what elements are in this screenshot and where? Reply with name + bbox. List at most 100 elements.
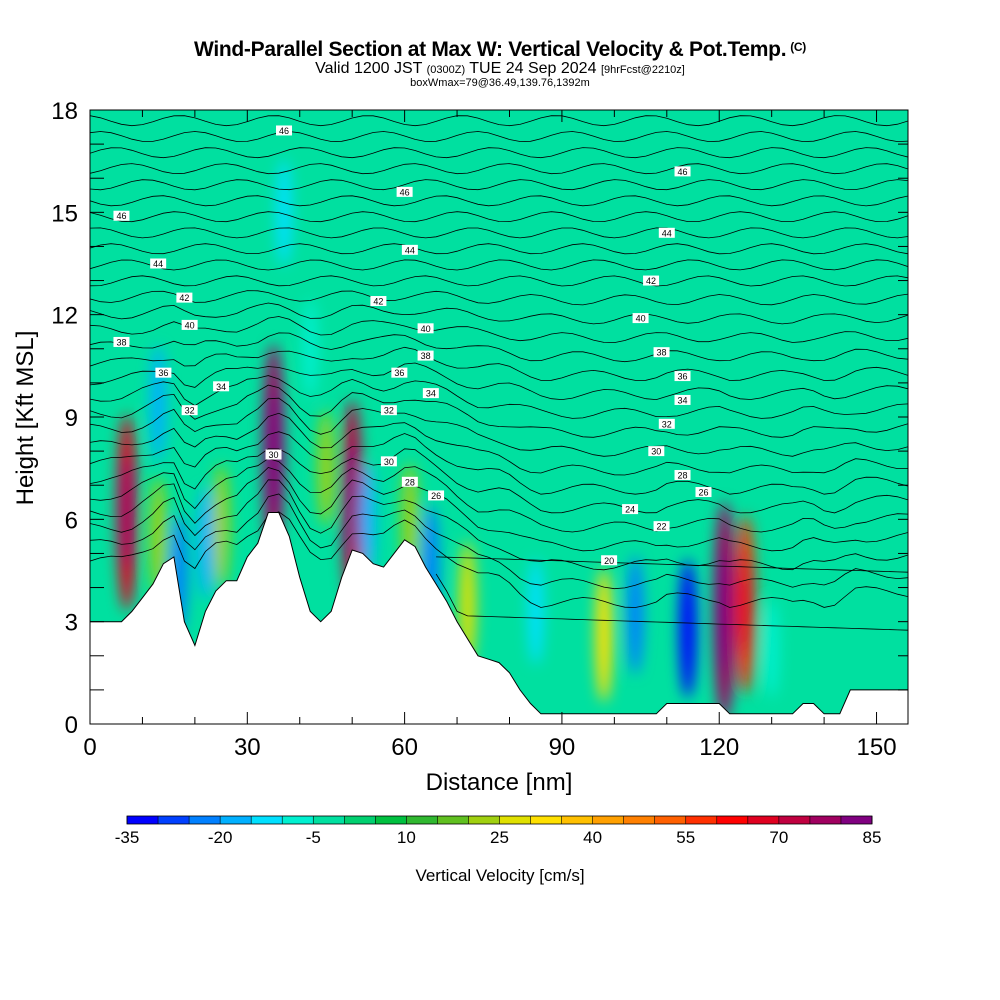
theta-contour: [90, 479, 908, 571]
colorbar-swatch: [437, 816, 469, 824]
contour-label: 28: [401, 476, 418, 487]
contour-label-text: 42: [179, 293, 189, 303]
contour-label-text: 22: [657, 522, 667, 532]
contour-label-box: [181, 319, 198, 330]
contour-label-box: [396, 186, 413, 197]
contour-label-text: 46: [279, 126, 289, 136]
colorbar-swatch: [809, 816, 842, 824]
colorbar-tick-label: 70: [769, 828, 788, 847]
contour-label: 26: [428, 490, 445, 501]
colorbar-swatch: [406, 816, 438, 824]
velocity-cell: [360, 463, 376, 576]
colorbar-label: Vertical Velocity [cm/s]: [415, 866, 584, 885]
velocity-cell: [197, 487, 214, 600]
contour-label-text: 30: [651, 447, 661, 457]
colorbar-swatch: [220, 816, 252, 824]
contour-label-text: 32: [384, 406, 394, 416]
contour-label-box: [176, 292, 193, 303]
contour-label-text: 36: [678, 372, 688, 382]
contour-label: 44: [658, 227, 675, 238]
contour-label-box: [622, 504, 639, 515]
contour-label-text: 40: [636, 314, 646, 324]
colorbar-tick-label: 55: [676, 828, 695, 847]
contour-label-text: 24: [625, 505, 635, 515]
velocity-cell: [302, 299, 318, 398]
theta-contour: [90, 163, 908, 175]
contour-label-text: 38: [421, 351, 431, 361]
contour-label-box: [401, 244, 418, 255]
theta-contour: [435, 573, 908, 631]
contour-label-box: [417, 323, 434, 334]
contour-label-box: [674, 394, 691, 405]
theta-contour: [90, 275, 908, 287]
theta-contour: [90, 211, 908, 223]
colorbar-tick-label: 85: [863, 828, 882, 847]
contour-label: 30: [265, 449, 282, 460]
theta-contour: [90, 316, 908, 344]
contour-label-text: 34: [216, 382, 226, 392]
theta-contour: [436, 556, 908, 573]
x-tick-label: 90: [549, 734, 576, 761]
theta-contour: [90, 227, 908, 239]
velocity-cell: [276, 158, 292, 266]
contour-label: 38: [417, 350, 434, 361]
contour-label-text: 20: [604, 556, 614, 566]
contour-label-box: [417, 350, 434, 361]
contour-label-box: [113, 336, 130, 347]
colorbar-swatch: [313, 816, 345, 824]
colorbar-swatch: [623, 816, 656, 824]
x-tick-label: 0: [83, 734, 96, 761]
colorbar-swatch: [840, 816, 873, 824]
contour-label: 44: [401, 244, 418, 255]
theta-contour: [90, 115, 908, 127]
valid-time: Valid 1200 JST: [315, 60, 423, 77]
theta-contour: [90, 195, 908, 207]
contour-label-text: 34: [426, 389, 436, 399]
contour-label: 44: [150, 258, 167, 269]
contour-label: 28: [674, 469, 691, 480]
contour-label-text: 36: [158, 368, 168, 378]
contour-label: 46: [113, 210, 130, 221]
colorbar-tick-label: 25: [490, 828, 509, 847]
theta-contour: [90, 458, 908, 533]
contour-label-box: [380, 405, 397, 416]
contour-label-box: [653, 521, 670, 532]
colorbar-swatch: [685, 816, 718, 824]
contour-label-box: [370, 296, 387, 307]
contour-label-text: 40: [185, 320, 195, 330]
contour-label-box: [674, 166, 691, 177]
contour-label: 34: [213, 381, 230, 392]
contour-label-box: [428, 490, 445, 501]
contour-label-text: 44: [153, 259, 163, 269]
contour-label-box: [632, 313, 649, 324]
contour-label-text: 32: [185, 406, 195, 416]
contour-label-box: [674, 469, 691, 480]
y-tick-label: 18: [51, 98, 78, 125]
contour-label: 30: [380, 456, 397, 467]
contour-label: 20: [601, 555, 618, 566]
theta-contour: [90, 511, 908, 608]
contour-label-box: [213, 381, 230, 392]
y-tick-label: 3: [65, 610, 78, 637]
contour-label: 42: [370, 296, 387, 307]
contour-label: 26: [695, 487, 712, 498]
copyright-mark: (C): [790, 40, 806, 54]
theta-contour: [90, 259, 908, 271]
y-tick-label: 0: [65, 712, 78, 739]
colorbar-swatch: [592, 816, 625, 824]
theta-contours: [90, 115, 908, 631]
contour-label: 34: [674, 394, 691, 405]
theta-contour: [90, 412, 908, 476]
contour-label-text: 38: [657, 348, 667, 358]
contour-label-box: [150, 258, 167, 269]
contour-label-text: 42: [646, 276, 656, 286]
contour-label-text: 42: [373, 297, 383, 307]
contour-label-text: 30: [384, 457, 394, 467]
contour-label: 34: [422, 388, 439, 399]
contour-label: 36: [155, 367, 172, 378]
contour-label-text: 34: [678, 395, 688, 405]
plot-area: 46 46 46 46 44 44 44 42 42 42 40 40 40 38 38 38 36 36 36 34…: [90, 110, 908, 724]
contour-label: 40: [417, 323, 434, 334]
contour-labels: 46 46 46 46 44 44 44 42 42 42 40 40 40 38 38 38 36 36 36 34…: [113, 125, 712, 566]
